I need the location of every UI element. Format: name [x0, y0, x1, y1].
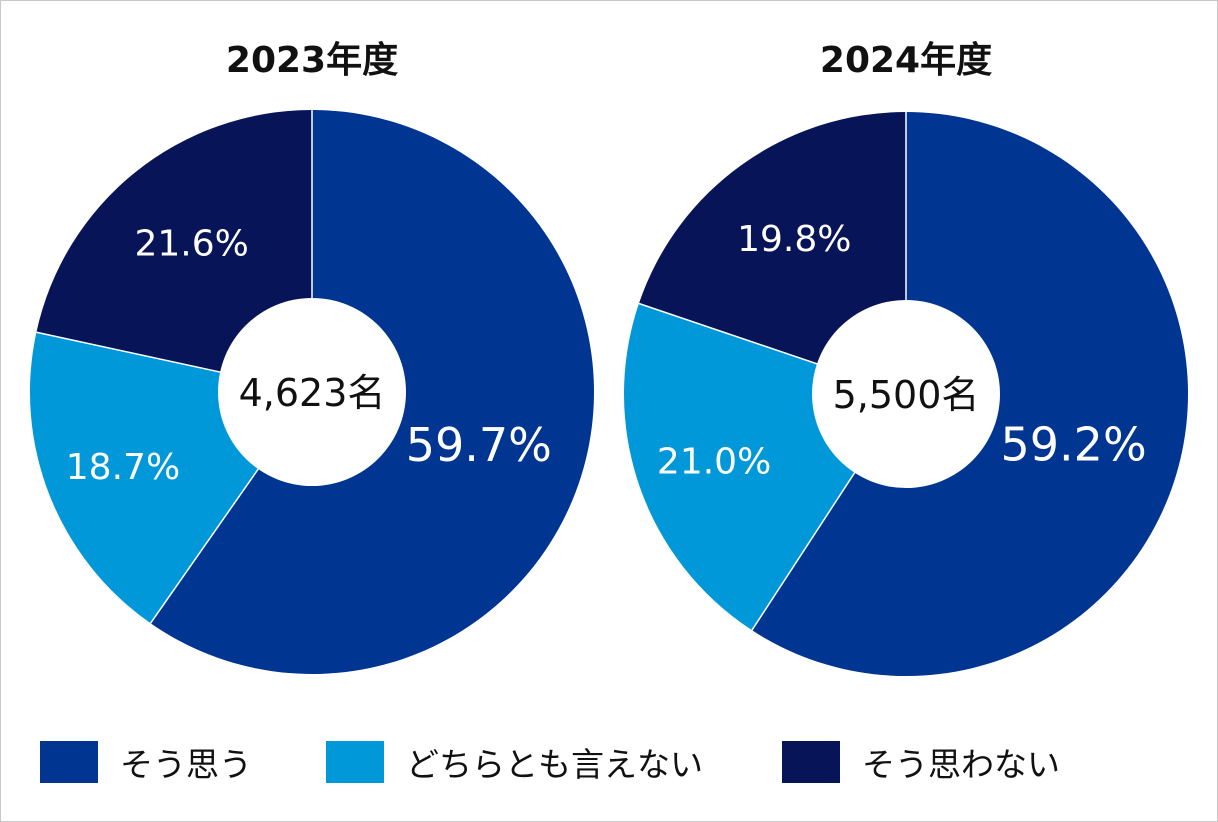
donut-hole — [812, 300, 1000, 488]
value-label-disagree: 21.6% — [134, 224, 248, 265]
legend-label-disagree: そう思わない — [862, 745, 1060, 784]
donut-chart-1: 4,623名 2023年度 59.7% 18.7% 21.6% — [29, 40, 594, 675]
legend-swatch-neutral — [326, 741, 384, 783]
legend-item-disagree: そう思わない — [782, 737, 1060, 787]
center-label: 5,500名 — [833, 373, 980, 417]
value-label-agree: 59.7% — [406, 418, 552, 472]
legend-item-agree: そう思う — [40, 737, 252, 787]
slice-disagree — [36, 110, 312, 392]
value-label-disagree: 19.8% — [737, 219, 851, 260]
donut-chart-2: 5,500名 2024年度 59.2% 21.0% 19.8% — [624, 40, 1189, 676]
center-label: 4,623名 — [239, 371, 386, 415]
legend-label-neutral: どちらとも言えない — [406, 745, 703, 784]
value-label-neutral: 18.7% — [66, 447, 180, 488]
legend: そう思う どちらとも言えない そう思わない — [0, 737, 1218, 787]
legend-item-neutral: どちらとも言えない — [326, 737, 703, 787]
chart-title: 2023年度 — [226, 40, 398, 81]
value-label-agree: 59.2% — [1001, 417, 1147, 471]
slice-disagree — [638, 112, 906, 394]
legend-label-agree: そう思う — [120, 745, 252, 784]
legend-swatch-agree — [40, 741, 98, 783]
legend-swatch-disagree — [782, 741, 840, 783]
value-label-neutral: 21.0% — [657, 441, 771, 482]
donut-hole — [218, 298, 406, 486]
chart-title: 2024年度 — [820, 40, 992, 81]
